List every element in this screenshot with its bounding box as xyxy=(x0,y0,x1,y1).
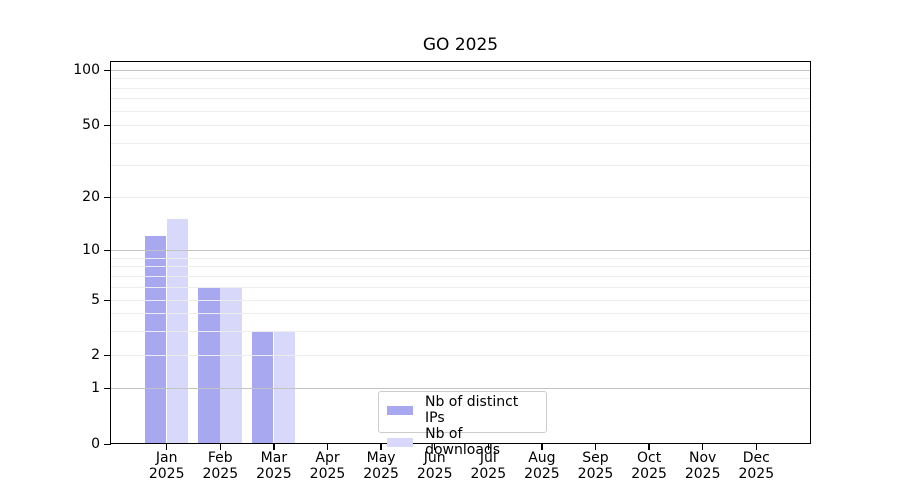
gridline-minor xyxy=(110,266,811,268)
y-tick-label: 10 xyxy=(82,242,100,258)
bar-distinct-ips xyxy=(251,330,274,443)
y-tick-mark xyxy=(103,196,111,198)
legend-swatch-downloads xyxy=(387,437,414,447)
x-tick-label: Jul 2025 xyxy=(470,450,507,482)
gridline-minor xyxy=(110,355,811,356)
y-tick-label: 100 xyxy=(73,62,100,78)
x-tick-label: Jan 2025 xyxy=(148,450,185,482)
x-tick-label: Dec 2025 xyxy=(738,450,775,482)
gridline-minor xyxy=(110,87,811,89)
gridline-minor xyxy=(110,330,811,332)
x-tick-mark xyxy=(541,444,543,450)
x-tick-mark xyxy=(755,444,758,450)
x-tick-mark xyxy=(648,444,650,450)
legend-label-downloads: Nb of downloads xyxy=(425,426,501,458)
legend-swatch-distinct-ips xyxy=(387,405,413,415)
x-tick-label: Oct 2025 xyxy=(631,450,667,482)
y-tick-label: 0 xyxy=(91,436,100,452)
x-tick-mark xyxy=(273,444,275,450)
bar-downloads xyxy=(273,330,296,443)
x-tick-label: Jun 2025 xyxy=(416,450,453,482)
gridline-minor xyxy=(110,275,811,277)
gridline-minor xyxy=(110,313,811,315)
x-tick-mark xyxy=(433,444,436,450)
bar-downloads xyxy=(220,286,242,443)
x-tick-label: Nov 2025 xyxy=(684,450,721,482)
gridline-minor xyxy=(110,197,811,198)
gridline-minor xyxy=(110,142,811,144)
y-tick-label: 2 xyxy=(91,347,100,363)
y-tick-label: 50 xyxy=(82,117,100,133)
gridline-minor xyxy=(110,286,811,288)
bar-distinct-ips xyxy=(198,286,220,443)
x-tick-mark xyxy=(326,444,329,450)
x-tick-label: Feb 2025 xyxy=(202,450,239,482)
gridline-minor xyxy=(110,78,811,80)
x-tick-mark xyxy=(165,444,168,450)
legend: Nb of distinct IPs Nb of downloads xyxy=(378,391,547,458)
legend-label-distinct-ips: Nb of distinct IPs xyxy=(425,394,519,426)
gridline-minor xyxy=(110,110,811,112)
legend-item-distinct-ips: Nb of distinct IPs xyxy=(387,394,538,426)
y-tick-mark xyxy=(103,249,111,251)
y-tick-mark xyxy=(103,299,111,301)
gridline-major xyxy=(110,388,811,389)
x-tick-mark xyxy=(219,444,222,450)
gridline-major xyxy=(110,70,811,71)
x-tick-mark xyxy=(487,444,490,450)
x-tick-mark xyxy=(594,444,597,450)
gridline-minor xyxy=(110,300,811,301)
y-tick-mark xyxy=(103,69,111,71)
gridline-minor xyxy=(110,257,811,259)
chart-title: GO 2025 xyxy=(422,35,499,55)
y-tick-label: 20 xyxy=(82,189,100,205)
x-tick-mark xyxy=(380,444,382,450)
y-tick-mark xyxy=(103,124,111,126)
gridline-minor xyxy=(110,125,811,126)
x-tick-label: Apr 2025 xyxy=(309,450,346,482)
y-tick-mark xyxy=(103,354,111,356)
x-tick-mark xyxy=(701,444,704,450)
gridline-minor xyxy=(110,98,811,100)
gridline-minor xyxy=(110,165,811,167)
x-tick-label: Mar 2025 xyxy=(256,450,292,482)
y-tick-label: 5 xyxy=(91,292,100,308)
y-tick-mark xyxy=(103,443,111,445)
y-tick-label: 1 xyxy=(91,380,100,396)
x-tick-label: Aug 2025 xyxy=(524,450,560,482)
x-tick-label: Sep 2025 xyxy=(577,450,614,482)
legend-item-downloads: Nb of downloads xyxy=(387,426,538,458)
y-tick-mark xyxy=(103,387,111,389)
x-tick-label: May 2025 xyxy=(363,450,399,482)
gridline-major xyxy=(110,250,811,251)
